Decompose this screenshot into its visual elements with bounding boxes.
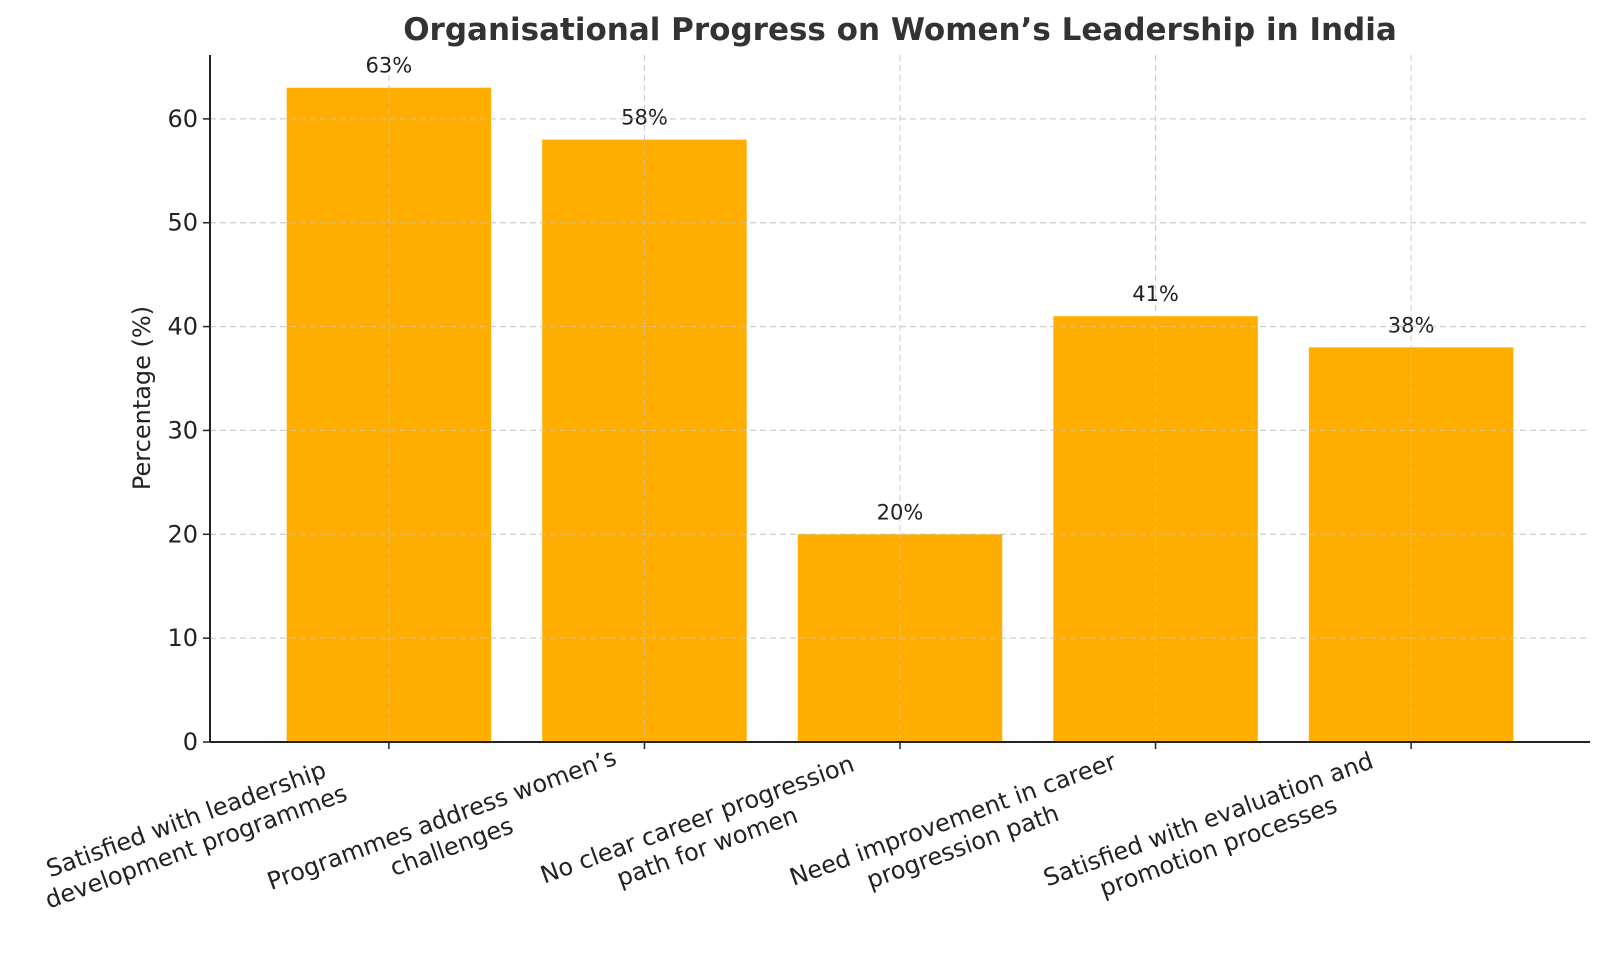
data-label-1: 58% [621, 106, 668, 130]
y-ticks: 0 10 20 30 40 50 60 [167, 105, 210, 756]
y-tick-label-1: 10 [167, 624, 198, 652]
y-tick-label-0: 0 [183, 728, 198, 756]
data-label-4: 38% [1388, 313, 1435, 337]
data-labels: 63% 58% 20% 41% 38% [210, 54, 1590, 742]
bar-0 [286, 87, 492, 742]
y-tick-label-4: 40 [167, 313, 198, 341]
y-tick-label-6: 60 [167, 105, 198, 133]
chart-title: Organisational Progress on Women’s Leade… [403, 12, 1397, 48]
y-axis-label: Percentage (%) [128, 306, 156, 490]
y-tick-label-2: 20 [167, 520, 198, 548]
data-label-0: 63% [366, 54, 413, 78]
data-label-2: 20% [877, 500, 924, 524]
x-ticks: Satisfied with leadershipdevelopment pro… [31, 742, 1412, 915]
y-tick-label-3: 30 [167, 416, 198, 444]
x-tick-label-0: Satisfied with leadershipdevelopment pro… [31, 752, 350, 915]
y-tick-label-5: 50 [167, 209, 198, 237]
data-label-3: 41% [1132, 282, 1179, 306]
